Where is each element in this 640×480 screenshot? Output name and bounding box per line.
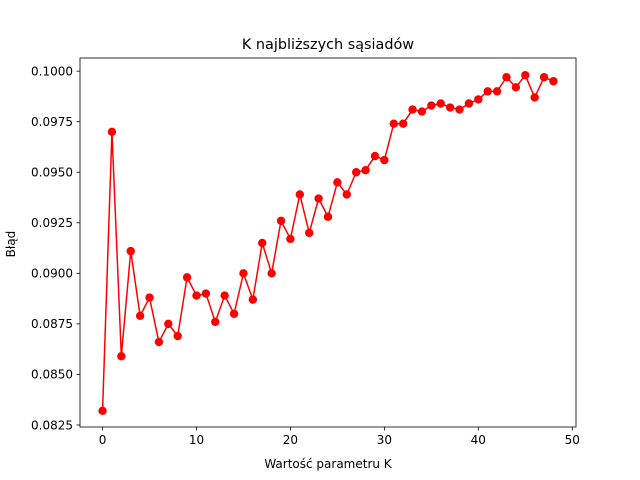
data-point <box>201 289 211 298</box>
data-point <box>427 101 436 110</box>
x-tick-label: 0 <box>99 433 107 447</box>
data-point <box>333 178 342 187</box>
data-point <box>211 317 220 327</box>
data-point <box>117 352 126 361</box>
data-point <box>417 107 427 116</box>
x-tick-label: 40 <box>471 433 486 447</box>
data-point <box>173 331 182 341</box>
data-point <box>145 293 154 302</box>
y-axis-label: Błąd <box>4 231 18 258</box>
data-point <box>464 99 474 108</box>
data-point <box>229 309 239 318</box>
y-tick-label: 0.0975 <box>31 115 73 129</box>
y-tick-label: 0.0850 <box>31 368 73 382</box>
data-point <box>286 234 295 244</box>
x-tick-label: 20 <box>283 433 298 447</box>
x-tick-label: 10 <box>189 433 204 447</box>
y-tick-label: 0.0925 <box>31 216 73 230</box>
data-point <box>389 119 398 128</box>
y-tick-label: 0.0950 <box>31 166 73 180</box>
data-point <box>164 319 173 329</box>
chart-title: K najbliższych sąsiadów <box>242 37 414 53</box>
data-point <box>398 119 408 128</box>
data-point <box>314 194 323 203</box>
data-point <box>380 155 389 165</box>
data-point <box>239 269 248 278</box>
axes-frame <box>79 57 577 428</box>
data-point <box>276 216 286 225</box>
data-point <box>154 337 164 347</box>
data-point <box>258 238 267 248</box>
data-point <box>305 228 314 238</box>
data-point <box>502 73 511 82</box>
data-point <box>408 105 417 114</box>
x-axis-label: Wartość parametru K <box>264 457 392 471</box>
x-tick-label: 30 <box>377 433 392 447</box>
y-tick-label: 0.0825 <box>31 418 73 432</box>
data-point <box>436 99 445 108</box>
data-point <box>474 95 483 104</box>
data-point <box>342 190 351 199</box>
data-point <box>483 87 492 96</box>
data-point <box>549 77 558 86</box>
data-point <box>248 295 258 304</box>
data-point <box>539 73 549 82</box>
data-point <box>192 291 201 300</box>
data-point <box>295 190 305 199</box>
x-tick-label: 50 <box>565 433 580 447</box>
y-tick-label: 0.0875 <box>31 317 73 331</box>
data-point <box>370 151 380 161</box>
data-point <box>351 168 361 177</box>
data-point <box>323 212 333 221</box>
data-point <box>107 127 117 136</box>
data-point <box>126 246 135 256</box>
data-point <box>220 291 229 300</box>
data-point <box>492 87 502 96</box>
data-point <box>521 70 530 80</box>
data-point <box>455 105 464 114</box>
data-point <box>445 103 455 112</box>
data-point <box>361 166 370 175</box>
data-point <box>98 406 107 416</box>
axes-layer: 0 10 20 30 40 50 0.0825 0.0850 0.0875 0.0900 0.092… <box>31 57 580 447</box>
series-layer <box>98 70 558 416</box>
data-point <box>267 269 276 278</box>
data-point <box>182 273 192 282</box>
y-tick-label: 0.0900 <box>31 267 73 281</box>
y-tick-label: 0.1000 <box>31 64 73 78</box>
data-point <box>511 83 521 92</box>
data-point <box>135 311 145 320</box>
data-point <box>530 93 539 102</box>
